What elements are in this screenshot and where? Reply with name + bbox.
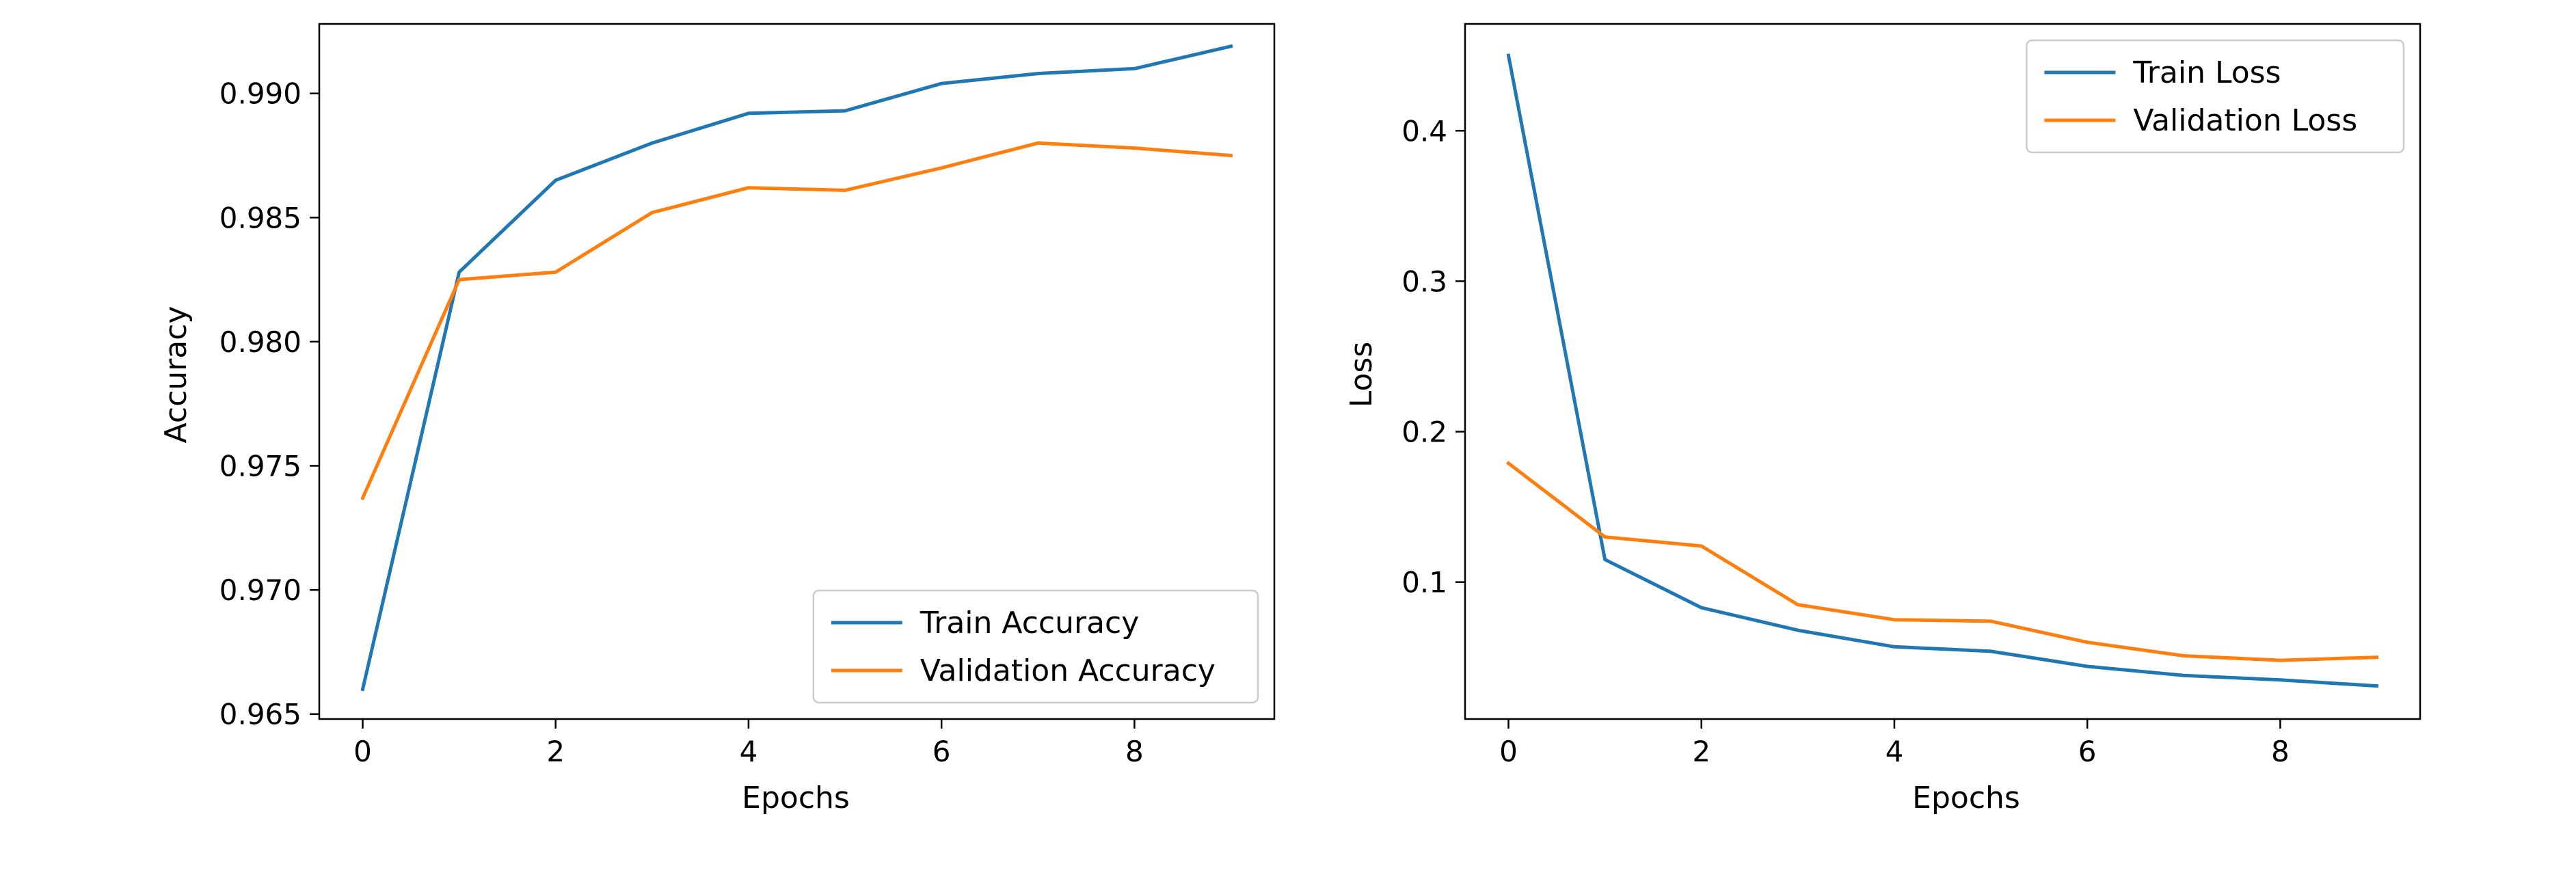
accuracy-series-line-validation-accuracy — [360, 141, 1233, 500]
accuracy-series-line-train-accuracy — [360, 44, 1233, 692]
accuracy-axes-frame — [318, 23, 1276, 720]
accuracy-y-tick-label: 0.975 — [219, 450, 301, 483]
accuracy-x-tick-label: 6 — [933, 735, 951, 768]
loss-y-tick-label: 0.4 — [1401, 114, 1447, 148]
loss-legend-box — [2026, 39, 2405, 154]
accuracy-x-tick-label: 0 — [353, 735, 372, 768]
loss-legend-label-train-loss: Train Loss — [2132, 55, 2281, 90]
accuracy-y-tick-label: 0.980 — [219, 325, 301, 359]
loss-chart: Epochs Loss 0 2 4 6 8 0.1 0.2 0.3 0.4 Train Loss V… — [1344, 23, 2421, 815]
accuracy-legend-label-validation-accuracy: Validation Accuracy — [920, 653, 1216, 688]
loss-x-tick-label: 0 — [1499, 735, 1518, 768]
accuracy-legend: Train Accuracy Validation Accuracy — [812, 589, 1259, 704]
accuracy-x-tick-label: 8 — [1125, 735, 1144, 768]
loss-x-tick-label: 6 — [2078, 735, 2097, 768]
accuracy-y-axis-label: Accuracy — [159, 306, 193, 444]
accuracy-y-tick-label: 0.990 — [219, 77, 301, 111]
accuracy-x-tick-label: 2 — [546, 735, 565, 768]
accuracy-chart: Epochs Accuracy 0 2 4 6 8 0.965 0.970 0.975 0.98… — [159, 23, 1276, 815]
loss-x-tick-label: 2 — [1692, 735, 1710, 768]
loss-axes-frame — [1464, 23, 2421, 720]
loss-y-tick-label: 0.3 — [1401, 265, 1447, 298]
loss-y-tick-label: 0.1 — [1401, 566, 1447, 599]
loss-y-tick-label: 0.2 — [1401, 416, 1447, 449]
accuracy-legend-box — [812, 589, 1259, 704]
accuracy-y-tick-label: 0.985 — [219, 201, 301, 234]
loss-y-axis-label: Loss — [1344, 342, 1379, 408]
accuracy-y-tick-label: 0.970 — [219, 573, 301, 607]
loss-x-tick-label: 8 — [2271, 735, 2290, 768]
accuracy-y-tick-label: 0.965 — [219, 698, 301, 731]
loss-x-axis-label: Epochs — [1912, 781, 2020, 815]
accuracy-x-axis-label: Epochs — [742, 781, 850, 815]
loss-legend-label-validation-loss: Validation Loss — [2133, 103, 2357, 138]
loss-series-line-validation-loss — [1505, 461, 2379, 662]
accuracy-x-tick-label: 4 — [740, 735, 758, 768]
loss-series-line-train-loss — [1506, 53, 2379, 688]
loss-x-tick-label: 4 — [1886, 735, 1904, 768]
loss-legend: Train Loss Validation Loss — [2026, 39, 2405, 154]
accuracy-legend-label-train-accuracy: Train Accuracy — [920, 606, 1139, 640]
